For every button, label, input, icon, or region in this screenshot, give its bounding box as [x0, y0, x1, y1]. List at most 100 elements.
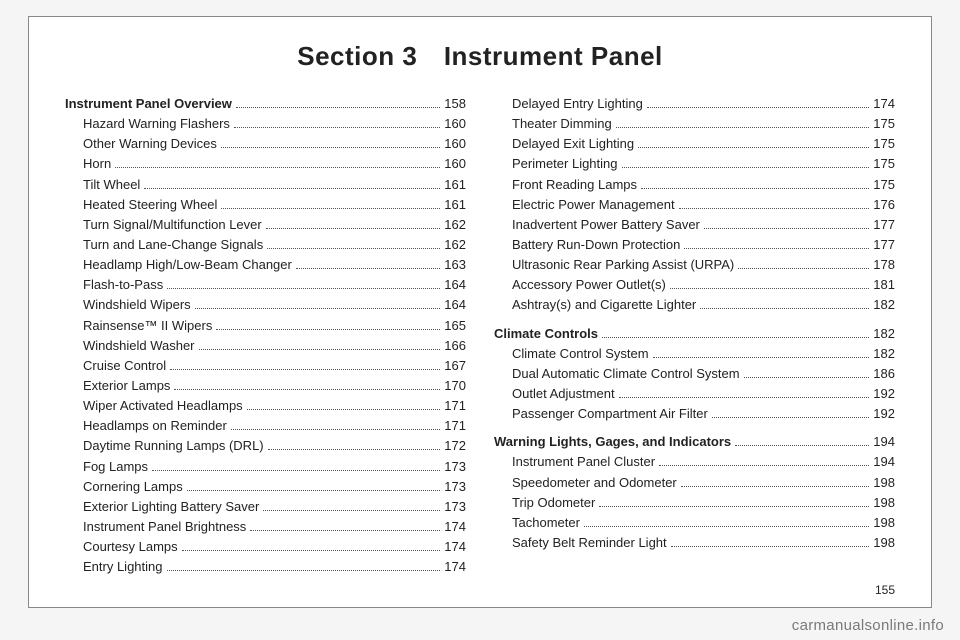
toc-page: 186	[873, 364, 895, 384]
toc-label: Ashtray(s) and Cigarette Lighter	[512, 295, 696, 315]
toc-page: 161	[444, 195, 466, 215]
toc-label: Flash-to-Pass	[83, 275, 163, 295]
toc-page: 198	[873, 533, 895, 553]
toc-label: Hazard Warning Flashers	[83, 114, 230, 134]
toc-leader-dots	[234, 127, 440, 128]
toc-page: 194	[873, 452, 895, 472]
toc-leader-dots	[647, 107, 869, 108]
toc-label: Tilt Wheel	[83, 175, 140, 195]
toc-page: 198	[873, 493, 895, 513]
toc-entry: Rainsense™ II Wipers165	[65, 316, 466, 336]
toc-page: 175	[873, 114, 895, 134]
toc-leader-dots	[182, 550, 441, 551]
toc-page: 164	[444, 295, 466, 315]
toc-entry: Passenger Compartment Air Filter192	[494, 404, 895, 424]
toc-leader-dots	[744, 377, 870, 378]
toc-page: 176	[873, 195, 895, 215]
toc-label: Battery Run-Down Protection	[512, 235, 680, 255]
toc-leader-dots	[221, 208, 440, 209]
toc-entry: Climate Control System182	[494, 344, 895, 364]
toc-entry: Delayed Exit Lighting 175	[494, 134, 895, 154]
toc-page: 171	[444, 396, 466, 416]
toc-label: Speedometer and Odometer	[512, 473, 677, 493]
toc-leader-dots	[704, 228, 869, 229]
toc-page: 177	[873, 215, 895, 235]
toc-leader-dots	[638, 147, 869, 148]
toc-entry: Wiper Activated Headlamps171	[65, 396, 466, 416]
toc-leader-dots	[619, 397, 870, 398]
toc-entry: Ashtray(s) and Cigarette Lighter182	[494, 295, 895, 315]
toc-page: 177	[873, 235, 895, 255]
toc-page: 173	[444, 457, 466, 477]
toc-label: Theater Dimming	[512, 114, 612, 134]
toc-label: Cruise Control	[83, 356, 166, 376]
toc-entry: Tilt Wheel161	[65, 175, 466, 195]
toc-page: 194	[873, 432, 895, 452]
toc-leader-dots	[679, 208, 870, 209]
toc-leader-dots	[167, 288, 440, 289]
toc-label: Delayed Exit Lighting	[512, 134, 634, 154]
toc-entry: Accessory Power Outlet(s) 181	[494, 275, 895, 295]
toc-page: 167	[444, 356, 466, 376]
toc-entry: Instrument Panel Brightness174	[65, 517, 466, 537]
toc-page: 173	[444, 477, 466, 497]
toc-label: Accessory Power Outlet(s)	[512, 275, 666, 295]
toc-entry: Safety Belt Reminder Light198	[494, 533, 895, 553]
toc-leader-dots	[641, 188, 869, 189]
toc-label: Entry Lighting	[83, 557, 163, 577]
toc-entry: Windshield Wipers164	[65, 295, 466, 315]
toc-label: Dual Automatic Climate Control System	[512, 364, 740, 384]
toc-entry: Hazard Warning Flashers160	[65, 114, 466, 134]
toc-leader-dots	[616, 127, 870, 128]
toc-heading: Climate Controls182	[494, 324, 895, 344]
toc-page: 181	[873, 275, 895, 295]
toc-entry: Entry Lighting174	[65, 557, 466, 577]
toc-entry: Outlet Adjustment192	[494, 384, 895, 404]
toc-label: Cornering Lamps	[83, 477, 183, 497]
watermark-text: carmanualsonline.info	[792, 617, 944, 634]
page-number: 155	[875, 583, 895, 597]
toc-entry: Turn and Lane-Change Signals162	[65, 235, 466, 255]
section-title: Section 3 Instrument Panel	[65, 41, 895, 72]
toc-leader-dots	[735, 445, 869, 446]
toc-label: Instrument Panel Cluster	[512, 452, 655, 472]
toc-leader-dots	[268, 449, 441, 450]
toc-leader-dots	[602, 337, 869, 338]
toc-label: Passenger Compartment Air Filter	[512, 404, 708, 424]
toc-label: Instrument Panel Overview	[65, 94, 232, 114]
manual-page: Section 3 Instrument Panel Instrument Pa…	[28, 16, 932, 608]
toc-leader-dots	[263, 510, 440, 511]
toc-label: Ultrasonic Rear Parking Assist (URPA)	[512, 255, 734, 275]
toc-entry: Dual Automatic Climate Control System 186	[494, 364, 895, 384]
toc-entry: Daytime Running Lamps (DRL)172	[65, 436, 466, 456]
toc-entry: Cornering Lamps 173	[65, 477, 466, 497]
toc-label: Turn and Lane-Change Signals	[83, 235, 263, 255]
toc-leader-dots	[221, 147, 440, 148]
toc-entry: Trip Odometer198	[494, 493, 895, 513]
toc-leader-dots	[247, 409, 441, 410]
toc-entry: Perimeter Lighting175	[494, 154, 895, 174]
toc-entry: Courtesy Lamps174	[65, 537, 466, 557]
toc-label: Tachometer	[512, 513, 580, 533]
toc-label: Exterior Lamps	[83, 376, 170, 396]
toc-leader-dots	[115, 167, 440, 168]
toc-leader-dots	[170, 369, 440, 370]
toc-label: Exterior Lighting Battery Saver	[83, 497, 259, 517]
toc-page: 162	[444, 215, 466, 235]
toc-leader-dots	[700, 308, 869, 309]
toc-page: 164	[444, 275, 466, 295]
toc-entry: Front Reading Lamps175	[494, 175, 895, 195]
toc-label: Climate Controls	[494, 324, 598, 344]
toc-entry: Heated Steering Wheel161	[65, 195, 466, 215]
toc-page: 175	[873, 134, 895, 154]
toc-page: 170	[444, 376, 466, 396]
toc-leader-dots	[199, 349, 441, 350]
toc-entry: Theater Dimming 175	[494, 114, 895, 134]
toc-leader-dots	[712, 417, 870, 418]
toc-leader-dots	[187, 490, 441, 491]
toc-page: 178	[873, 255, 895, 275]
toc-entry: Speedometer and Odometer198	[494, 473, 895, 493]
toc-page: 174	[444, 537, 466, 557]
toc-entry: Exterior Lamps 170	[65, 376, 466, 396]
toc-label: Warning Lights, Gages, and Indicators	[494, 432, 731, 452]
